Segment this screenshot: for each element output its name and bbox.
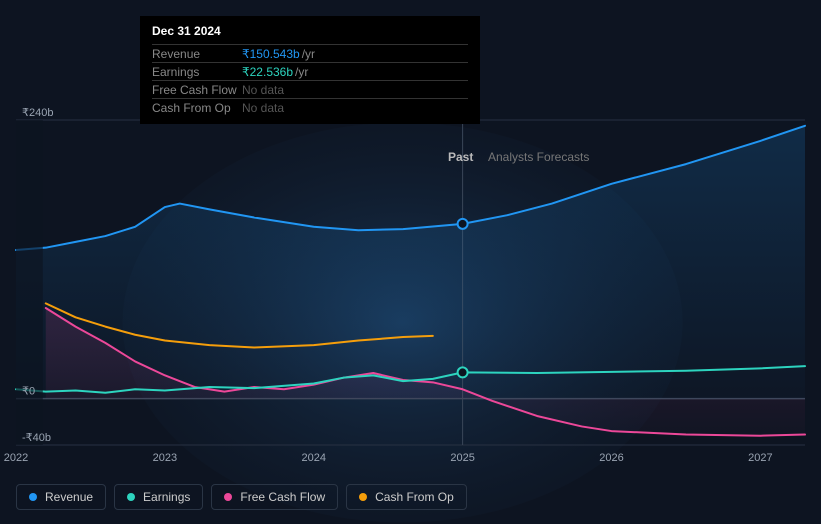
svg-text:2025: 2025 xyxy=(450,452,474,464)
legend-dot-icon xyxy=(29,493,37,501)
tooltip-row: Earnings₹22.536b /yr xyxy=(152,62,468,80)
tooltip-row-label: Revenue xyxy=(152,47,242,61)
legend-dot-icon xyxy=(224,493,232,501)
svg-text:2024: 2024 xyxy=(301,452,325,464)
tooltip-row-nodata: No data xyxy=(242,101,284,115)
svg-text:2022: 2022 xyxy=(4,452,28,464)
svg-text:2026: 2026 xyxy=(599,452,623,464)
tooltip-row-label: Cash From Op xyxy=(152,101,242,115)
chart-legend: Revenue Earnings Free Cash Flow Cash From O… xyxy=(16,484,467,510)
legend-item-label: Free Cash Flow xyxy=(240,490,325,504)
earnings-marker xyxy=(458,367,468,377)
legend-item-earnings[interactable]: Earnings xyxy=(114,484,203,510)
tooltip-row-suffix: /yr xyxy=(302,47,315,61)
region-label-past: Past xyxy=(448,150,473,164)
tooltip-row: Cash From OpNo data xyxy=(152,98,468,116)
tooltip-row-value: ₹22.536b xyxy=(242,65,293,79)
tooltip-row-label: Earnings xyxy=(152,65,242,79)
legend-item-label: Earnings xyxy=(143,490,190,504)
svg-text:2023: 2023 xyxy=(153,452,177,464)
chart-tooltip: Dec 31 2024 Revenue₹150.543b /yrEarnings… xyxy=(140,16,480,124)
tooltip-row-label: Free Cash Flow xyxy=(152,83,242,97)
svg-text:-₹40b: -₹40b xyxy=(22,432,51,444)
legend-item-revenue[interactable]: Revenue xyxy=(16,484,106,510)
svg-text:2027: 2027 xyxy=(748,452,772,464)
tooltip-row-nodata: No data xyxy=(242,83,284,97)
tooltip-row: Free Cash FlowNo data xyxy=(152,80,468,98)
svg-text:₹0: ₹0 xyxy=(22,386,35,398)
tooltip-date: Dec 31 2024 xyxy=(152,24,468,38)
svg-text:₹240b: ₹240b xyxy=(22,107,53,119)
legend-dot-icon xyxy=(359,493,367,501)
tooltip-row: Revenue₹150.543b /yr xyxy=(152,44,468,62)
tooltip-row-suffix: /yr xyxy=(295,65,308,79)
legend-item-label: Revenue xyxy=(45,490,93,504)
legend-dot-icon xyxy=(127,493,135,501)
tooltip-row-value: ₹150.543b xyxy=(242,47,300,61)
legend-item-fcf[interactable]: Free Cash Flow xyxy=(211,484,338,510)
legend-item-label: Cash From Op xyxy=(375,490,454,504)
revenue-marker xyxy=(458,219,468,229)
region-label-forecast: Analysts Forecasts xyxy=(488,150,589,164)
legend-item-cfo[interactable]: Cash From Op xyxy=(346,484,467,510)
